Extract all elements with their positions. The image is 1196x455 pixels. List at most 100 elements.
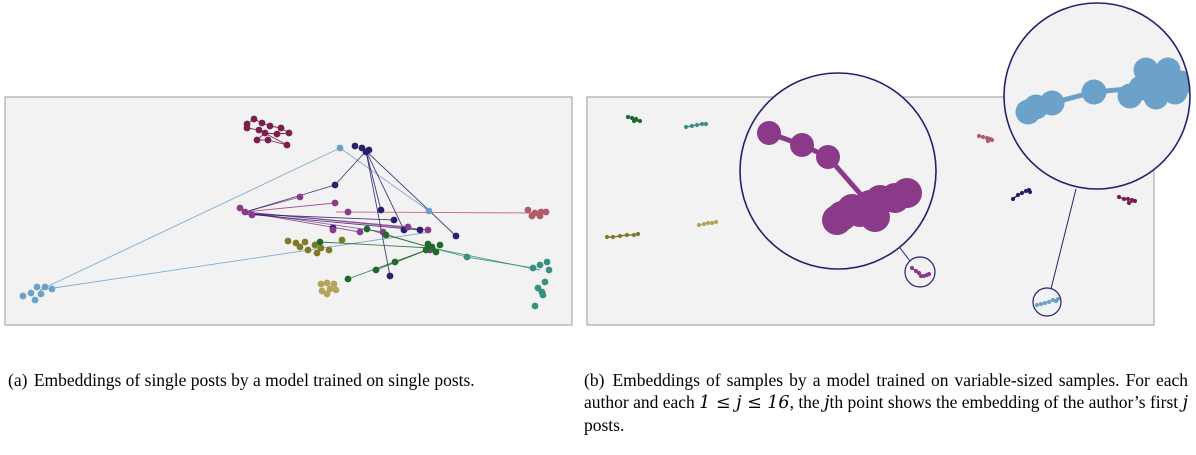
purple-navy-edge-10 <box>365 150 457 237</box>
maroon-point-7 <box>261 129 269 137</box>
maroon-trajectory-point-0 <box>1116 194 1122 200</box>
light-blue-zoom-point-12 <box>1143 84 1169 110</box>
maroon-trajectory-point-2 <box>1125 196 1131 202</box>
olive-point-2 <box>301 238 309 246</box>
dark-green-trajectory-point-3 <box>637 118 643 124</box>
maroon-point-10 <box>283 141 291 149</box>
magenta-zoom-point-11 <box>860 202 890 232</box>
magenta-point-6 <box>356 228 364 236</box>
caption-b-text-2: , the <box>789 392 825 412</box>
rose-trajectory-point-4 <box>989 137 995 143</box>
dark-green-trajectory-point-4 <box>631 118 637 124</box>
teal-point-4 <box>545 266 553 274</box>
purple-navy-trajectory-point-0 <box>1010 196 1016 202</box>
magenta-point-5 <box>329 226 337 234</box>
light-blue-point-7 <box>31 296 39 304</box>
caption-b: (b) Embeddings of samples by a model tra… <box>584 369 1188 436</box>
magenta-zoom-point-2 <box>816 145 840 169</box>
rose-trajectory-point-5 <box>985 138 991 144</box>
caption-b-math-1: 1 ≤ j ≤ 16 <box>699 393 790 413</box>
maroon-point-1 <box>250 115 258 123</box>
olive-trajectory-point-4 <box>631 232 637 238</box>
dark-green-point-4 <box>422 246 430 254</box>
teal-trajectory-point-0 <box>683 124 689 130</box>
teal-point-3 <box>543 258 551 266</box>
magenta-trajectory-point-6 <box>926 271 932 277</box>
light-blue-zoom-point-2 <box>1039 90 1065 116</box>
dark-green-point-6 <box>382 231 390 239</box>
purple-navy-edge-14 <box>365 150 382 211</box>
purple-navy-edge-15 <box>244 213 421 231</box>
teal-point-1 <box>529 264 537 272</box>
caption-b-text-4: posts. <box>584 415 625 435</box>
dark-green-point-5 <box>363 225 371 233</box>
caption-a-label: (a) <box>8 370 28 390</box>
caption-b-text-3: th point shows the embedding of the auth… <box>829 392 1183 412</box>
maroon-trajectory-point-1 <box>1121 196 1127 202</box>
caption-b-math-2: j <box>824 393 830 413</box>
magenta-trajectory-point-1 <box>913 268 919 274</box>
light-blue-edge-2 <box>39 231 431 291</box>
panel-b-trajectories <box>604 114 1138 308</box>
light-blue-trajectory-point-6 <box>1055 296 1061 302</box>
rose-edge-9 <box>335 211 537 214</box>
purple-navy-point-6 <box>390 216 398 224</box>
rose-trajectory-point-0 <box>976 133 982 139</box>
teal-point-5 <box>541 278 549 286</box>
teal-trajectory-point-4 <box>703 121 709 127</box>
khaki-point-3 <box>318 287 326 295</box>
khaki-point-4 <box>326 285 334 293</box>
dark-green-trajectory-point-0 <box>625 114 631 120</box>
olive-trajectory-point-3 <box>624 232 630 238</box>
panel-a-edges <box>39 118 541 291</box>
panel-a <box>4 96 573 326</box>
magenta-trajectory-point-0 <box>909 265 915 271</box>
rose-point-4 <box>528 212 536 220</box>
light-blue-trajectory-point-0 <box>1034 302 1040 308</box>
teal-point-8 <box>531 302 539 310</box>
maroon-point-6 <box>273 130 281 138</box>
olive-point-0 <box>284 237 292 245</box>
purple-navy-edge-11 <box>365 150 391 277</box>
purple-navy-trajectory-point-2 <box>1019 190 1025 196</box>
purple-navy-trajectory-point-1 <box>1015 192 1021 198</box>
caption-b-math-3: j <box>1182 393 1188 413</box>
light-blue-point-2 <box>33 283 41 291</box>
purple-navy-point-5 <box>377 206 385 214</box>
khaki-point-0 <box>317 280 325 288</box>
dark-green-point-1 <box>428 243 436 251</box>
olive-trajectory-point-5 <box>635 231 641 237</box>
magenta-edge-5 <box>244 202 336 213</box>
purple-navy-point-0 <box>351 142 359 150</box>
purple-navy-point-11 <box>386 272 394 280</box>
magenta-point-4 <box>344 208 352 216</box>
khaki-point-5 <box>332 286 340 294</box>
khaki-point-1 <box>323 279 331 287</box>
dark-green-point-10 <box>316 238 324 246</box>
light-blue-zoom-source-ring <box>1032 287 1062 317</box>
olive-point-5 <box>325 246 333 254</box>
purple-navy-edge-16 <box>244 184 336 213</box>
purple-navy-point-4 <box>331 181 339 189</box>
olive-point-7 <box>313 249 321 257</box>
rose-point-0 <box>524 206 532 214</box>
purple-navy-point-3 <box>365 146 373 154</box>
magenta-zoom-source-ring <box>904 256 936 288</box>
olive-point-4 <box>317 244 325 252</box>
magenta-zoom-point-0 <box>757 121 781 145</box>
magenta-zoom-point-10 <box>892 178 922 208</box>
dark-green-point-2 <box>432 248 440 256</box>
panel-b <box>586 2 1191 326</box>
light-blue-point-8 <box>37 290 45 298</box>
khaki-trajectory-point-4 <box>713 219 719 225</box>
purple-navy-edge-13 <box>365 150 405 231</box>
purple-navy-point-8 <box>452 232 460 240</box>
purple-navy-point-10 <box>416 226 424 234</box>
light-blue-point-6 <box>19 292 27 300</box>
light-blue-point-4 <box>48 285 56 293</box>
maroon-point-2 <box>258 119 266 127</box>
light-blue-zoom-content <box>1015 57 1190 125</box>
purple-navy-edge-17 <box>244 213 395 221</box>
magenta-point-3 <box>331 199 339 207</box>
light-blue-trajectory-point-1 <box>1038 301 1044 307</box>
